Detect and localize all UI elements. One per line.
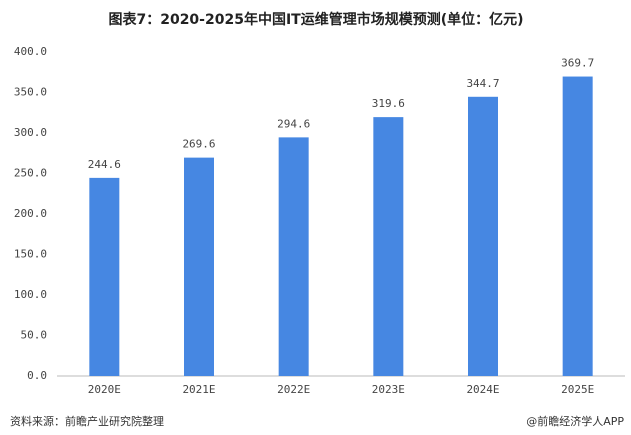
data-label: 369.7 — [561, 57, 594, 70]
y-tick-label: 400.0 — [14, 45, 47, 58]
data-label: 244.6 — [88, 158, 121, 171]
source-note: 资料来源：前瞻产业研究院整理 — [10, 414, 164, 428]
data-label: 294.6 — [277, 117, 310, 130]
bar — [562, 76, 593, 376]
x-tick-label: 2025E — [561, 383, 594, 396]
chart-title: 图表7：2020-2025年中国IT运维管理市场规模预测(单位：亿元) — [108, 11, 523, 28]
y-tick-label: 150.0 — [14, 248, 47, 261]
data-label: 319.6 — [372, 97, 405, 110]
y-tick-label: 300.0 — [14, 126, 47, 139]
y-tick-label: 350.0 — [14, 86, 47, 99]
data-label: 269.6 — [182, 138, 215, 151]
x-tick-label: 2020E — [88, 383, 121, 396]
x-tick-label: 2024E — [466, 383, 499, 396]
x-tick-label: 2021E — [182, 383, 215, 396]
bar — [184, 157, 214, 376]
x-tick-label: 2022E — [277, 383, 310, 396]
y-tick-label: 100.0 — [14, 288, 47, 301]
y-tick-label: 250.0 — [14, 167, 47, 180]
bar — [373, 117, 404, 377]
data-label: 344.7 — [466, 77, 499, 90]
x-tick-label: 2023E — [372, 383, 405, 396]
bar — [278, 137, 309, 376]
bar — [89, 177, 120, 376]
y-tick-label: 0.0 — [27, 369, 47, 382]
y-tick-label: 50.0 — [21, 329, 48, 342]
y-tick-label: 200.0 — [14, 207, 47, 220]
credit-note: @前瞻经济学人APP — [526, 414, 624, 428]
bar — [468, 96, 498, 376]
